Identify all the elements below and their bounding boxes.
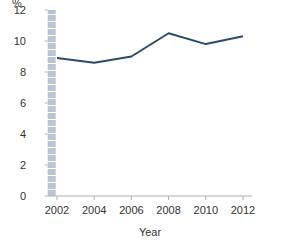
x-tick — [205, 196, 206, 200]
x-tick-label: 2004 — [82, 204, 106, 216]
y-tick-label: 0 — [20, 190, 26, 202]
x-tick — [94, 196, 95, 200]
x-tick-label: 2010 — [194, 204, 218, 216]
y-tick-label: 4 — [20, 128, 26, 140]
x-axis — [48, 196, 253, 197]
x-tick-label: 2006 — [119, 204, 143, 216]
y-axis-label: % — [12, 0, 22, 9]
data-line — [57, 33, 243, 62]
y-tick — [45, 10, 48, 11]
x-tick — [131, 196, 132, 200]
y-tick — [45, 196, 48, 197]
x-tick-label: 2008 — [156, 204, 180, 216]
y-tick-label: 10 — [14, 35, 26, 47]
y-axis-band — [48, 10, 56, 196]
x-tick-label: 2012 — [231, 204, 255, 216]
y-tick — [45, 72, 48, 73]
x-tick — [57, 196, 58, 200]
y-tick — [45, 103, 48, 104]
y-tick — [45, 165, 48, 166]
x-tick — [168, 196, 169, 200]
plot — [57, 33, 243, 62]
y-tick — [45, 134, 48, 135]
x-tick-label: 2002 — [45, 204, 69, 216]
y-tick-label: 6 — [20, 97, 26, 109]
y-tick-label: 2 — [20, 159, 26, 171]
x-axis-label: Year — [139, 226, 162, 238]
chart: 024681012200220042006200820102012%Year — [0, 0, 300, 245]
x-tick — [243, 196, 244, 200]
y-tick-label: 8 — [20, 66, 26, 78]
y-tick — [45, 41, 48, 42]
